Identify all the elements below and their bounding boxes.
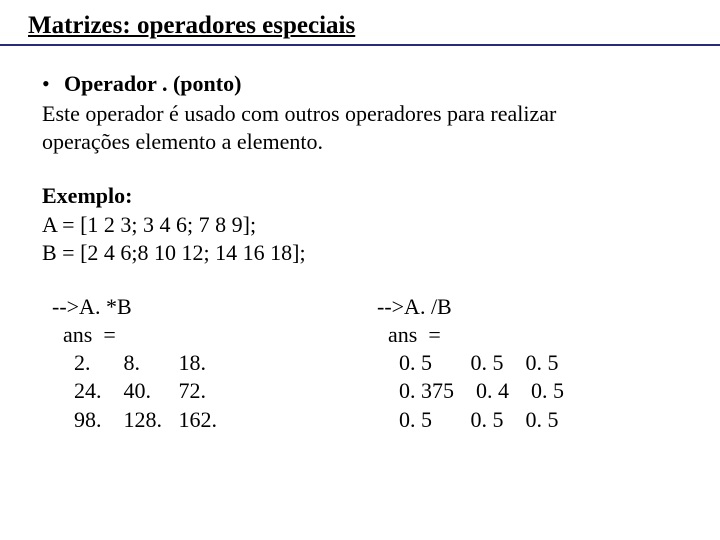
slide-title: Matrizes: operadores especiais [28,12,692,40]
bullet-icon: • [42,70,64,98]
title-rule [0,44,720,46]
matrix-a-def: A = [1 2 3; 3 4 6; 7 8 9]; [42,211,692,239]
content-area: •Operador . (ponto) Este operador é usad… [28,70,692,434]
example-setup: Exemplo: A = [1 2 3; 3 4 6; 7 8 9]; B = … [42,182,692,266]
operator-desc-line1: Este operador é usado com outros operado… [42,100,692,128]
bullet-item: •Operador . (ponto) [42,70,692,98]
example-multiply: -->A. *B ans = 2. 8. 18. 24. 40. 72. 98.… [42,293,377,434]
slide: Matrizes: operadores especiais •Operador… [0,0,720,540]
matrix-b-def: B = [2 4 6;8 10 12; 14 16 18]; [42,239,692,267]
example-label: Exemplo: [42,182,692,210]
operator-desc-line2: operações elemento a elemento. [42,128,692,156]
example-columns: -->A. *B ans = 2. 8. 18. 24. 40. 72. 98.… [42,293,692,434]
bullet-label: Operador . (ponto) [64,71,241,96]
operator-section: •Operador . (ponto) Este operador é usad… [42,70,692,156]
example-divide: -->A. /B ans = 0. 5 0. 5 0. 5 0. 375 0. … [377,293,702,434]
